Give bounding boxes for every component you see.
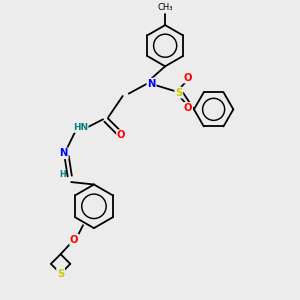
Text: O: O (117, 130, 125, 140)
Text: H: H (59, 170, 65, 179)
Text: N: N (59, 148, 68, 158)
Text: HN: HN (73, 123, 88, 132)
Text: S: S (175, 88, 182, 98)
Text: O: O (184, 103, 192, 113)
Text: CH₃: CH₃ (158, 3, 173, 12)
Text: O: O (184, 73, 192, 82)
Text: S: S (57, 268, 64, 279)
Text: O: O (70, 235, 79, 244)
Text: N: N (147, 79, 156, 88)
